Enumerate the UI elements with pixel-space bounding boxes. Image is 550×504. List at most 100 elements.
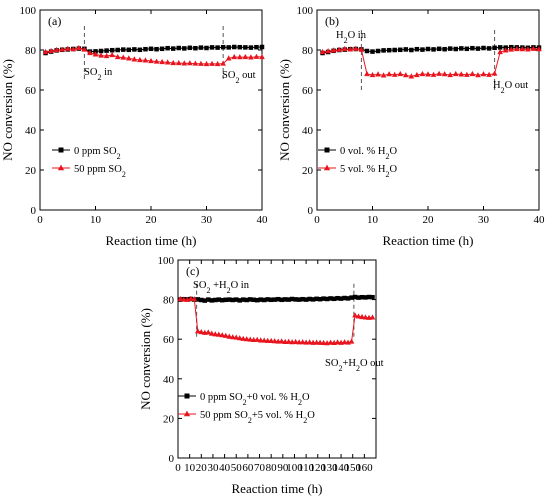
y-axis-title: NO conversion (%) bbox=[0, 59, 15, 161]
data-point bbox=[231, 53, 238, 60]
data-point bbox=[170, 59, 177, 66]
panel-label: (a) bbox=[48, 14, 61, 28]
data-point bbox=[159, 58, 165, 65]
data-point bbox=[328, 296, 333, 301]
data-point bbox=[126, 47, 132, 53]
data-point bbox=[64, 45, 71, 51]
data-point bbox=[481, 45, 486, 51]
data-point bbox=[513, 45, 520, 52]
data-point bbox=[486, 46, 492, 51]
data-point bbox=[469, 70, 476, 77]
annotation-label-so2-out: SO2 out bbox=[222, 70, 256, 85]
data-point bbox=[59, 46, 66, 52]
data-point bbox=[243, 336, 250, 342]
data-point bbox=[131, 56, 138, 62]
data-point bbox=[272, 297, 277, 302]
data-point bbox=[403, 47, 409, 52]
data-point bbox=[137, 56, 143, 63]
data-point bbox=[115, 47, 120, 53]
legend-marker bbox=[324, 147, 330, 153]
data-point bbox=[397, 70, 404, 77]
data-point bbox=[366, 294, 372, 300]
data-point bbox=[286, 297, 291, 302]
data-point bbox=[243, 45, 248, 50]
data-point bbox=[143, 46, 148, 52]
data-point bbox=[409, 47, 414, 53]
data-point bbox=[375, 71, 381, 77]
data-point bbox=[419, 70, 426, 77]
data-point bbox=[230, 297, 235, 303]
legend-label: 5 vol. % H2O bbox=[340, 164, 398, 179]
legend-marker bbox=[323, 164, 331, 171]
data-point bbox=[300, 296, 305, 302]
x-tick-label: 10 bbox=[184, 462, 196, 474]
data-point bbox=[358, 46, 365, 52]
legend-marker bbox=[58, 147, 64, 153]
data-point bbox=[148, 57, 154, 64]
data-point bbox=[314, 296, 319, 302]
data-point bbox=[331, 296, 337, 302]
data-point bbox=[212, 331, 219, 337]
data-point bbox=[486, 71, 492, 77]
data-point bbox=[233, 334, 240, 340]
data-point bbox=[257, 337, 264, 343]
data-point bbox=[336, 46, 343, 52]
data-point bbox=[319, 48, 326, 55]
legend-label: 50 ppm SO2 bbox=[74, 164, 126, 179]
data-point bbox=[240, 297, 246, 302]
data-point bbox=[214, 60, 221, 67]
y-tick-label: 40 bbox=[163, 374, 175, 386]
data-point bbox=[199, 297, 204, 303]
data-point bbox=[458, 71, 465, 77]
data-point bbox=[205, 329, 212, 335]
x-tick-label: 90 bbox=[277, 462, 289, 474]
data-point bbox=[342, 295, 347, 301]
series-1 bbox=[178, 294, 375, 303]
data-point bbox=[206, 297, 211, 302]
x-tick-label: 40 bbox=[534, 214, 546, 226]
data-point bbox=[209, 60, 215, 66]
data-point bbox=[98, 48, 104, 54]
y-tick-label: 80 bbox=[302, 45, 314, 57]
x-tick-label: 50 bbox=[231, 462, 243, 474]
data-point bbox=[264, 337, 271, 343]
data-point bbox=[76, 44, 82, 51]
data-point bbox=[430, 71, 437, 77]
data-point bbox=[204, 45, 209, 51]
data-point bbox=[271, 338, 278, 344]
data-point bbox=[362, 314, 369, 320]
data-point bbox=[310, 297, 316, 302]
y-tick-label: 0 bbox=[308, 205, 314, 217]
x-tick-label: 30 bbox=[207, 462, 219, 474]
annotation-label-h2o-out: H2O out bbox=[493, 80, 528, 95]
data-point bbox=[317, 296, 323, 302]
data-point bbox=[299, 339, 306, 345]
legend-marker bbox=[184, 393, 190, 399]
y-axis-title: NO conversion (%) bbox=[277, 59, 292, 161]
y-tick-label: 60 bbox=[163, 334, 175, 346]
data-point bbox=[226, 45, 231, 50]
data-point bbox=[258, 297, 263, 302]
data-point bbox=[254, 44, 259, 50]
legend-label: 50 ppm SO2+5 vol. % H2O bbox=[200, 410, 315, 425]
data-point bbox=[236, 54, 243, 60]
data-point bbox=[220, 44, 226, 50]
data-point bbox=[380, 72, 387, 78]
data-point bbox=[431, 47, 436, 52]
series-line bbox=[180, 298, 373, 344]
data-point bbox=[364, 70, 370, 77]
data-point bbox=[359, 294, 365, 300]
data-point bbox=[240, 335, 247, 341]
data-point bbox=[292, 338, 299, 345]
x-tick-label: 120 bbox=[310, 462, 327, 474]
x-tick-label: 20 bbox=[423, 214, 435, 226]
data-point bbox=[87, 49, 93, 56]
data-point bbox=[109, 47, 115, 53]
series-2 bbox=[319, 45, 542, 79]
data-point bbox=[363, 295, 368, 300]
data-point bbox=[53, 46, 60, 53]
data-point bbox=[508, 46, 515, 52]
data-point bbox=[244, 297, 249, 303]
legend-label: 0 vol. % H2O bbox=[340, 146, 398, 161]
x-tick-label: 10 bbox=[90, 214, 102, 226]
